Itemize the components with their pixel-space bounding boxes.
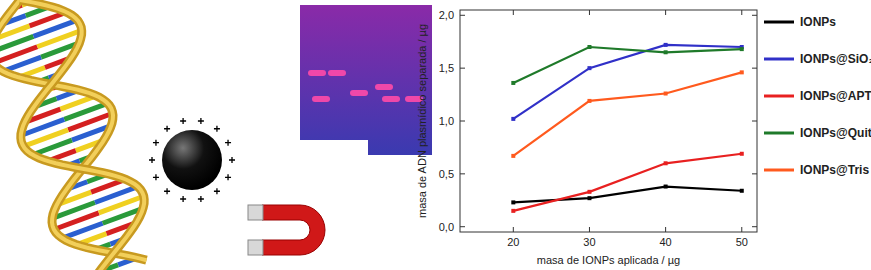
- point: [740, 189, 744, 193]
- x-tick-label: 40: [659, 236, 671, 248]
- y-axis-label: masa de ADN plasmídico separada / µg: [416, 24, 428, 218]
- magnet: [262, 205, 325, 255]
- point: [664, 43, 668, 47]
- plot-frame: [460, 10, 757, 232]
- y-tick-label: 0,5: [439, 168, 454, 180]
- gel-band: [312, 96, 330, 102]
- gel-band: [350, 90, 368, 96]
- y-tick-label: 1,0: [439, 115, 454, 127]
- charge: [225, 174, 231, 180]
- charge: [229, 157, 235, 163]
- dna-strand: [20, 0, 144, 270]
- series-line: [513, 47, 741, 83]
- magnet-pole: [248, 240, 263, 255]
- point: [511, 81, 515, 85]
- legend-swatch: [764, 95, 794, 98]
- dna-strand: [20, 0, 144, 270]
- y-tick: [460, 173, 465, 174]
- magnet-pole: [248, 205, 263, 220]
- point: [587, 66, 591, 70]
- x-tick: [741, 10, 742, 15]
- x-tick: [513, 10, 514, 15]
- point: [587, 45, 591, 49]
- point: [587, 99, 591, 103]
- legend: IONPs IONPs@SiO₂ IONPs@APTES IONPs@Quit IONP…: [764, 15, 871, 177]
- point: [664, 185, 668, 189]
- series-line: [513, 154, 741, 211]
- charge: [198, 118, 204, 124]
- point: [740, 152, 744, 156]
- charge: [149, 157, 155, 163]
- x-tick-label: 30: [583, 236, 595, 248]
- point: [587, 190, 591, 194]
- gel: [300, 5, 432, 155]
- series-line: [513, 72, 741, 156]
- illustration: [0, 0, 432, 270]
- gel-band: [328, 70, 346, 76]
- legend-swatch: [764, 21, 794, 24]
- x-tick: [665, 227, 666, 232]
- y-tick: [752, 121, 757, 122]
- charge: [180, 196, 186, 202]
- y-tick: [460, 15, 465, 16]
- y-tick-label: 0,0: [439, 221, 454, 233]
- gel-band: [375, 84, 393, 90]
- point: [511, 117, 515, 121]
- charge: [164, 126, 170, 132]
- y-tick: [752, 68, 757, 69]
- legend-label: IONPs: [800, 15, 836, 29]
- charge: [225, 140, 231, 146]
- legend-label: IONPs@Quit: [800, 126, 871, 140]
- charge: [164, 188, 170, 194]
- point: [511, 200, 515, 204]
- x-tick-label: 20: [507, 236, 519, 248]
- charge: [153, 140, 159, 146]
- point: [511, 154, 515, 158]
- y-tick-label: 2,0: [439, 9, 454, 21]
- chart: 0,0 0,5 1,0 1,5 2,0 20 30 40 50 masa de IONPs apl…: [416, 9, 757, 266]
- point: [740, 47, 744, 51]
- y-tick: [752, 173, 757, 174]
- y-tick: [752, 15, 757, 16]
- y-tick: [752, 226, 757, 227]
- charge: [180, 118, 186, 124]
- x-tick: [589, 10, 590, 15]
- point: [664, 50, 668, 54]
- x-axis-label: masa de IONPs aplicada / µg: [537, 254, 680, 266]
- legend-swatch: [764, 132, 794, 135]
- x-tick: [513, 227, 514, 232]
- legend-label: IONPs@APTES: [800, 89, 871, 103]
- charge: [153, 174, 159, 180]
- y-tick: [460, 121, 465, 122]
- legend-swatch: [764, 169, 794, 172]
- data-layer: [511, 43, 743, 213]
- series-line: [513, 187, 741, 203]
- legend-swatch: [764, 58, 794, 61]
- nanoparticle: [162, 130, 222, 190]
- charge: [198, 196, 204, 202]
- gel-band: [382, 96, 400, 102]
- y-tick: [460, 68, 465, 69]
- legend-label: IONPs@SiO₂: [800, 52, 871, 66]
- point: [664, 92, 668, 96]
- point: [740, 70, 744, 74]
- legend-label: IONPs@Tris: [800, 163, 869, 177]
- y-tick-label: 1,5: [439, 62, 454, 74]
- point: [664, 161, 668, 165]
- x-tick: [665, 10, 666, 15]
- x-tick: [589, 227, 590, 232]
- x-tick: [741, 227, 742, 232]
- point: [587, 196, 591, 200]
- gel-band: [308, 70, 326, 76]
- figure: 0,0 0,5 1,0 1,5 2,0 20 30 40 50 masa de IONPs apl…: [0, 0, 871, 270]
- charge: [214, 126, 220, 132]
- point: [511, 209, 515, 213]
- x-tick-label: 50: [736, 236, 748, 248]
- charge: [214, 188, 220, 194]
- y-tick: [460, 226, 465, 227]
